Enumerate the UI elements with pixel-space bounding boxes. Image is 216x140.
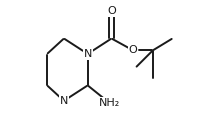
Text: O: O — [129, 45, 138, 55]
Text: N: N — [84, 49, 92, 59]
Text: O: O — [107, 6, 116, 16]
Text: N: N — [60, 96, 68, 106]
Text: NH₂: NH₂ — [99, 98, 120, 108]
